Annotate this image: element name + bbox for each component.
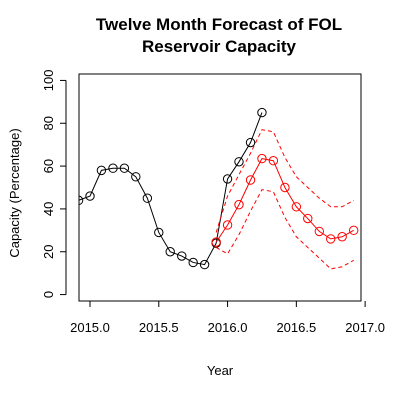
data-point	[234, 157, 244, 167]
series-group	[79, 107, 359, 270]
data-point	[85, 191, 95, 201]
y-tick-label: 0	[41, 291, 56, 298]
data-point	[337, 232, 347, 242]
chart-title-line-1: Twelve Month Forecast of FOL	[96, 15, 342, 34]
y-tick-label: 40	[41, 202, 56, 216]
x-tick-label: 2016.0	[208, 320, 248, 335]
data-point	[96, 165, 107, 176]
plot-frame	[78, 73, 362, 302]
y-tick-label: 80	[41, 116, 56, 130]
data-point	[326, 234, 336, 244]
series-line-0	[79, 112, 263, 266]
data-point	[245, 137, 256, 148]
data-point	[165, 247, 175, 257]
data-point	[303, 213, 313, 224]
data-point	[188, 257, 198, 268]
y-tick-label: 100	[41, 70, 56, 92]
data-point	[257, 107, 267, 118]
data-point	[245, 175, 256, 185]
data-point	[314, 226, 325, 237]
x-tick-label: 2016.5	[276, 320, 316, 335]
chart-title-line-2: Reservoir Capacity	[142, 37, 297, 56]
data-point	[234, 199, 244, 210]
y-axis-label: Capacity (Percentage)	[7, 128, 22, 257]
y-axis: 0 20 40 60 80 100	[41, 70, 67, 298]
x-tick-label: 2017.0	[345, 320, 385, 335]
y-tick-label: 20	[41, 245, 56, 259]
data-point	[119, 163, 130, 173]
data-point	[177, 251, 187, 261]
x-axis-label: Year	[207, 363, 234, 378]
series-line-3	[215, 189, 354, 270]
x-tick-label: 2015.5	[139, 320, 179, 335]
y-tick-label: 60	[41, 159, 56, 173]
data-point	[291, 202, 302, 212]
data-point	[211, 237, 221, 247]
data-point	[79, 195, 84, 206]
data-point	[268, 156, 279, 166]
data-point	[131, 172, 141, 182]
data-point	[108, 163, 118, 173]
data-point	[280, 182, 290, 193]
data-point	[222, 220, 233, 230]
plot-series	[79, 107, 359, 270]
data-point	[257, 153, 267, 164]
data-point	[154, 227, 164, 238]
x-tick-label: 2015.0	[70, 320, 110, 335]
data-point	[349, 225, 359, 236]
series-line-2	[215, 129, 354, 233]
data-point	[199, 259, 210, 270]
series-line-1	[215, 158, 354, 243]
data-point	[142, 193, 153, 203]
x-axis: 2015.0 2015.5 2016.0 2016.5 2017.0	[70, 301, 385, 335]
data-point	[222, 174, 233, 184]
